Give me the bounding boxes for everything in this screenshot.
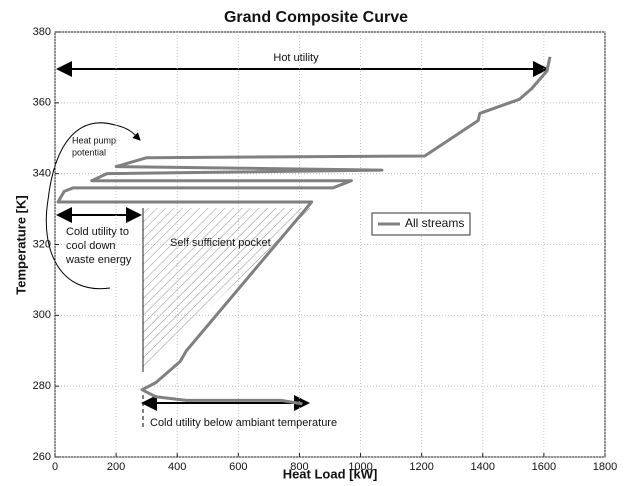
x-tick-label: 1200: [409, 461, 433, 473]
pocket-label: Self sufficient pocket: [170, 237, 271, 249]
legend-label: All streams: [405, 216, 464, 230]
heat-pump-label: potential: [72, 147, 106, 157]
y-tick-label: 340: [33, 168, 51, 180]
series-line: [56, 56, 552, 406]
legend-box: [371, 212, 471, 236]
y-tick-label: 360: [33, 97, 51, 109]
y-axis-label: Temperature [K]: [13, 195, 28, 294]
x-tick-label: 400: [168, 461, 186, 473]
x-tick-label: 600: [229, 461, 247, 473]
y-tick-label: 300: [33, 309, 51, 321]
x-tick-label: 1000: [348, 461, 372, 473]
cold-below-label: Cold utility below ambiant temperature: [150, 417, 337, 429]
x-tick-label: 1800: [593, 461, 617, 473]
heat-pump-label: Heat pump: [72, 135, 116, 145]
hot-utility-label: Hot utility: [273, 52, 319, 64]
y-tick-label: 280: [33, 380, 51, 392]
cold-utility-label: Cold utility to: [66, 226, 129, 238]
x-tick-label: 200: [107, 461, 125, 473]
y-tick-label: 320: [33, 238, 51, 250]
chart-title: Grand Composite Curve: [224, 9, 408, 26]
x-tick-label: 1400: [471, 461, 495, 473]
y-tick-label: 380: [33, 26, 51, 38]
x-tick-label: 0: [52, 461, 58, 473]
y-tick-label: 260: [33, 451, 51, 463]
cold-utility-label: cool down: [66, 240, 116, 252]
heat-pump-curl: [45, 122, 141, 290]
x-tick-label: 800: [290, 461, 308, 473]
x-tick-label: 1600: [532, 461, 556, 473]
x-axis-label: Heat Load [kW]: [283, 466, 378, 481]
cold-utility-label: waste energy: [65, 254, 132, 266]
